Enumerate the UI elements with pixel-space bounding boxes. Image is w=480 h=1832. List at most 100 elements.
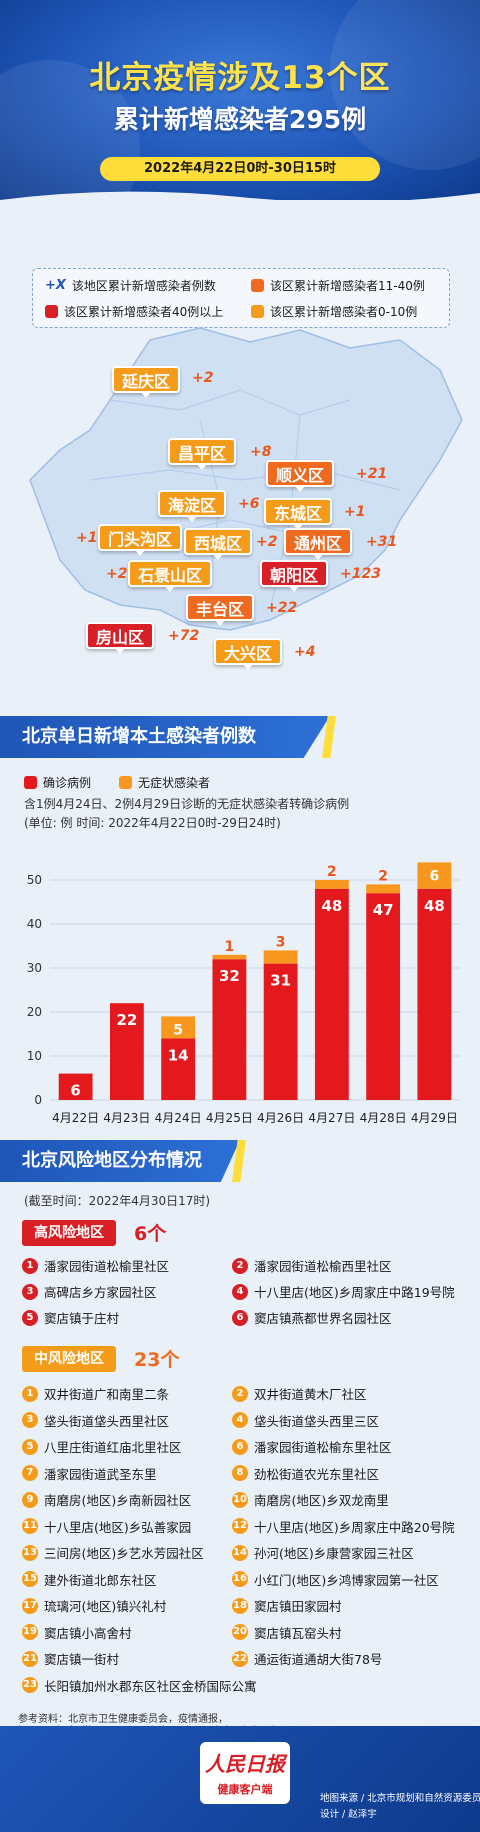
date-range-pill: 2022年4月22日0时-30日15时 (100, 157, 380, 181)
beijing-map: 延庆区 +2 昌平区 +8 顺义区 +21 海淀区 +6 东城区 +1 门头沟区… (0, 320, 480, 680)
count-shijingshan: +2 (106, 566, 128, 582)
count-haidian: +6 (238, 496, 260, 512)
risk-area-item: 7 潘家园街道武圣东里 (22, 1464, 157, 1483)
number-badge: 14 (232, 1544, 248, 1561)
count-fangshan: +72 (168, 628, 200, 644)
risk-area-label: 建外街道北郎东社区 (44, 1572, 157, 1588)
chart-note-1: 含1例4月24日、2例4月29日诊断的无症状感染者转确诊病例 (24, 797, 350, 811)
risk-area-item: 4 十八里店(地区)乡周家庄中路19号院 (232, 1282, 455, 1301)
chart-legend: 确诊病例 无症状感染者 (24, 774, 210, 791)
district-chaoyang: 朝阳区 (260, 560, 329, 592)
legend-plus-label: 该地区累计新增感染者例数 (71, 279, 216, 293)
x-tick-label: 4月25日 (206, 1111, 253, 1125)
number-badge: 17 (22, 1597, 38, 1614)
count-chaoyang: +123 (340, 566, 381, 582)
risk-area-label: 潘家园街道松榆东里社区 (254, 1440, 392, 1455)
legend-red: 该区累计新增感染者40例以上 (45, 303, 223, 320)
orange-square-icon (251, 279, 264, 292)
number-badge: 4 (232, 1412, 248, 1428)
x-tick-label: 4月23日 (103, 1111, 150, 1125)
risk-area-label: 窦店镇一街村 (44, 1652, 120, 1667)
risk-area-label: 三间房(地区)乡艺水芳园社区 (44, 1546, 204, 1561)
district-dongcheng: 东城区 (264, 498, 333, 530)
risk-area-label: 通运街道通胡大街78号 (254, 1652, 383, 1667)
x-tick-label: 4月27日 (308, 1111, 355, 1125)
district-daxing: 大兴区 (214, 638, 283, 670)
number-badge: 12 (232, 1518, 248, 1534)
y-tick-label: 20 (27, 1005, 42, 1019)
chart-section-title: 北京单日新增本土感染者例数 (22, 726, 256, 747)
risk-area-item: 1 潘家园街道松榆里社区 (22, 1256, 169, 1275)
count-dongcheng: +1 (344, 504, 366, 520)
number-badge: 4 (232, 1283, 248, 1300)
x-tick-label: 4月22日 (52, 1111, 99, 1125)
bar-asymptomatic (417, 862, 452, 889)
risk-area-item: 8 劲松街道农光东里社区 (232, 1464, 379, 1483)
risk-area-label: 十八里店(地区)乡周家庄中路20号院 (254, 1519, 455, 1535)
legend-yellow-label: 该区累计新增感染者0-10例 (270, 305, 418, 319)
credit-design: 设计 / 赵泽宇 (320, 1809, 377, 1820)
x-tick-label: 4月28日 (360, 1111, 407, 1125)
yellow-square-icon (251, 305, 264, 318)
y-tick-label: 30 (27, 961, 42, 975)
number-badge: 19 (22, 1624, 38, 1640)
data-label-asymptomatic: 3 (276, 934, 286, 950)
bar-confirmed (161, 1038, 196, 1100)
data-label-asymptomatic: 2 (327, 864, 337, 880)
bar-confirmed (366, 893, 401, 1100)
number-badge: 5 (22, 1309, 38, 1326)
risk-area-item: 18 窦店镇田家园村 (232, 1596, 342, 1615)
y-tick-label: 50 (27, 873, 42, 887)
number-badge: 7 (22, 1465, 38, 1481)
risk-area-label: 十八里店(地区)乡弘善家园 (44, 1519, 192, 1535)
number-badge: 11 (22, 1518, 38, 1534)
bar-asymptomatic (366, 884, 401, 894)
y-tick-label: 0 (34, 1093, 42, 1107)
page-title: 北京疫情涉及13个区 (89, 60, 391, 96)
risk-area-item: 4 垡头街道垡头西里三区 (232, 1411, 379, 1430)
district-shunyi: 顺义区 (266, 460, 335, 492)
risk-area-label: 潘家园街道松榆西里社区 (254, 1259, 392, 1274)
risk-area-item: 3 高碑店乡方家园社区 (22, 1282, 157, 1301)
number-badge: 10 (232, 1491, 248, 1508)
chart-note-2: (单位: 例 时间: 2022年4月22日0时-29日24时) (24, 816, 281, 830)
data-label-confirmed: 47 (373, 901, 394, 919)
data-label-confirmed: 14 (168, 1046, 189, 1064)
high-risk-tag: 高风险地区 (22, 1220, 116, 1246)
risk-area-label: 潘家园街道松榆里社区 (44, 1259, 170, 1274)
district-haidian: 海淀区 (158, 490, 227, 522)
number-badge: 13 (22, 1544, 38, 1561)
number-badge: 5 (22, 1438, 38, 1455)
data-label-asymptomatic: 2 (378, 868, 388, 884)
header-wave (0, 191, 480, 200)
data-label-confirmed: 22 (116, 1011, 137, 1029)
risk-area-item: 20 窦店镇瓦窑头村 (232, 1623, 342, 1642)
risk-area-label: 劲松街道农光东里社区 (254, 1466, 380, 1482)
number-badge: 20 (232, 1624, 248, 1640)
legend-red-label: 该区累计新增感染者40例以上 (64, 305, 224, 319)
y-tick-label: 40 (27, 917, 42, 931)
district-fengtai: 丰台区 (186, 594, 255, 626)
data-label-confirmed: 48 (321, 897, 342, 915)
risk-area-label: 琉璃河(地区)镇兴礼村 (44, 1599, 167, 1614)
risk-area-item: 2 双井街道黄木厂社区 (232, 1384, 367, 1403)
risk-cutoff: (截至时间：2022年4月30日17时) (24, 1194, 211, 1208)
number-badge: 6 (232, 1438, 248, 1455)
high-risk-count: 6个 (134, 1223, 167, 1245)
number-badge: 2 (232, 1385, 248, 1402)
risk-area-item: 15 建外街道北郎东社区 (22, 1570, 157, 1589)
risk-area-label: 窦店镇燕都世界名园社区 (254, 1311, 392, 1326)
count-daxing: +4 (294, 644, 316, 660)
count-shunyi: +21 (356, 466, 388, 482)
bar-confirmed (417, 888, 452, 1100)
risk-area-item: 19 窦店镇小高舍村 (22, 1623, 132, 1642)
legend-confirmed: 确诊病例 (24, 774, 91, 791)
header-banner: 北京疫情涉及13个区 累计新增感染者295例 2022年4月22日0时-30日1… (0, 0, 480, 200)
y-tick-label: 10 (27, 1049, 42, 1063)
data-label-confirmed: 6 (70, 1082, 80, 1100)
risk-area-item: 5 窦店镇于庄村 (22, 1308, 119, 1327)
risk-area-item: 17 琉璃河(地区)镇兴礼村 (22, 1596, 166, 1615)
x-tick-label: 4月26日 (257, 1111, 304, 1125)
confirmed-square-icon (24, 776, 37, 789)
risk-area-item: 12 十八里店(地区)乡周家庄中路20号院 (232, 1517, 455, 1536)
